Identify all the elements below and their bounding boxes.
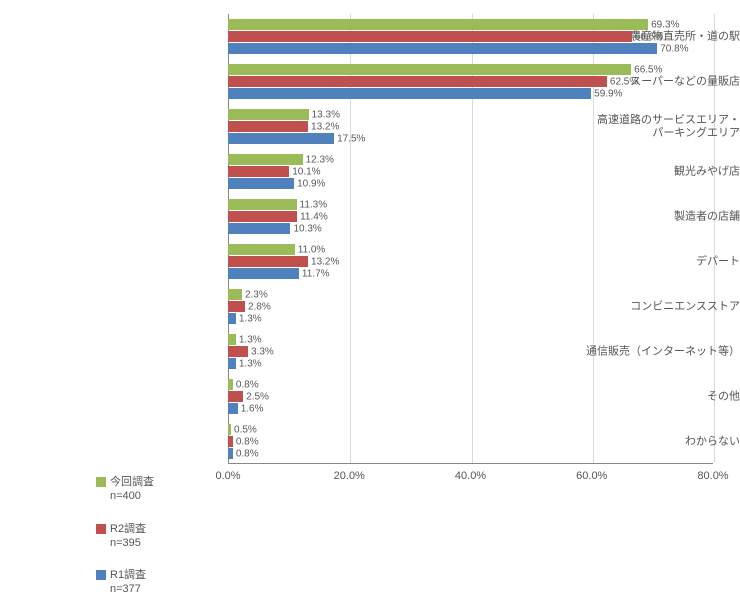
bar	[228, 301, 245, 312]
grouped-bar-chart: 0.0%20.0%40.0%60.0%80.0%農産物直売所・道の駅69.3%6…	[0, 0, 740, 586]
value-label: 11.7%	[302, 268, 330, 279]
bar	[228, 256, 308, 267]
value-label: 69.3%	[651, 19, 679, 30]
legend-marker	[96, 524, 106, 534]
bar	[228, 403, 238, 414]
category-label: わからない	[518, 435, 740, 448]
bar	[228, 448, 233, 459]
value-label: 10.3%	[293, 223, 321, 234]
value-label: 1.6%	[241, 403, 264, 414]
bar	[228, 154, 303, 165]
legend-item: 今回調査 n=400	[96, 475, 154, 504]
value-label: 0.5%	[234, 424, 257, 435]
legend-marker	[96, 477, 106, 487]
category-label: その他	[518, 390, 740, 403]
bar	[228, 121, 308, 132]
bar	[228, 43, 657, 54]
value-label: 13.3%	[312, 109, 340, 120]
bar	[228, 424, 231, 435]
value-label: 0.8%	[236, 436, 259, 447]
legend-item: R1調査 n=377	[96, 568, 154, 597]
value-label: 0.8%	[236, 448, 259, 459]
value-label: 0.8%	[236, 379, 259, 390]
value-label: 11.3%	[300, 199, 328, 210]
value-label: 17.5%	[337, 133, 365, 144]
x-tick-label: 80.0%	[697, 470, 728, 482]
legend-text: 今回調査 n=400	[110, 475, 154, 504]
legend-item: R2調査 n=395	[96, 522, 154, 551]
bar	[228, 76, 607, 87]
bar	[228, 199, 297, 210]
bar	[228, 268, 299, 279]
legend-text: R2調査 n=395	[110, 522, 146, 551]
x-tick-label: 60.0%	[576, 470, 607, 482]
x-tick-label: 20.0%	[334, 470, 365, 482]
value-label: 11.0%	[298, 244, 326, 255]
value-label: 11.4%	[300, 211, 328, 222]
category-label: コンビニエンスストア	[518, 300, 740, 313]
value-label: 1.3%	[239, 358, 262, 369]
value-label: 70.8%	[660, 43, 688, 54]
category-label: 製造者の店舗	[518, 210, 740, 223]
bar	[228, 391, 243, 402]
category-label: 高速道路のサービスエリア・ パーキングエリア	[518, 113, 740, 139]
bar	[228, 313, 236, 324]
bar	[228, 178, 294, 189]
value-label: 10.9%	[297, 178, 325, 189]
value-label: 1.3%	[239, 313, 262, 324]
bar	[228, 166, 289, 177]
bar	[228, 211, 297, 222]
bar	[228, 289, 242, 300]
value-label: 2.3%	[245, 289, 268, 300]
bar	[228, 88, 591, 99]
bar	[228, 133, 334, 144]
bar	[228, 223, 290, 234]
bar	[228, 334, 236, 345]
value-label: 13.2%	[311, 121, 339, 132]
bar	[228, 19, 648, 30]
bar	[228, 109, 309, 120]
value-label: 1.3%	[239, 334, 262, 345]
bar	[228, 64, 631, 75]
value-label: 66.5%	[634, 64, 662, 75]
value-label: 13.2%	[311, 256, 339, 267]
value-label: 66.6%	[635, 31, 663, 42]
x-tick-label: 40.0%	[455, 470, 486, 482]
value-label: 3.3%	[251, 346, 274, 357]
value-label: 10.1%	[292, 166, 320, 177]
value-label: 2.5%	[246, 391, 269, 402]
value-label: 2.8%	[248, 301, 271, 312]
bar	[228, 436, 233, 447]
x-tick-label: 0.0%	[215, 470, 240, 482]
bar	[228, 358, 236, 369]
category-label: 観光みやげ店	[518, 165, 740, 178]
legend-text: R1調査 n=377	[110, 568, 146, 597]
bar	[228, 346, 248, 357]
bar	[228, 244, 295, 255]
bar	[228, 379, 233, 390]
value-label: 62.5%	[610, 76, 638, 87]
legend: 今回調査 n=400 R2調査 n=395 R1調査 n=377	[96, 475, 154, 615]
bar	[228, 31, 632, 42]
category-label: 通信販売（インターネット等）	[518, 345, 740, 358]
legend-marker	[96, 570, 106, 580]
value-label: 12.3%	[306, 154, 334, 165]
value-label: 59.9%	[594, 88, 622, 99]
category-label: デパート	[518, 255, 740, 268]
